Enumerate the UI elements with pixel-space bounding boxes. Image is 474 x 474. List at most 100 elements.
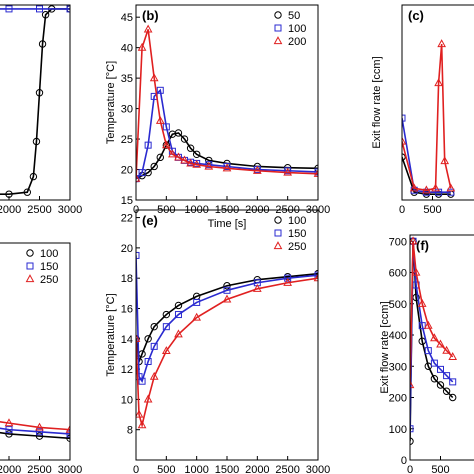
marker-triangle [313, 168, 318, 177]
marker-triangle [313, 273, 318, 282]
marker-triangle [409, 183, 419, 192]
marker-circle [186, 144, 195, 152]
axes-frame [135, 209, 319, 461]
marker-triangle [136, 409, 144, 418]
x-tick-label: 500 [423, 204, 441, 216]
marker-circle [5, 430, 13, 438]
marker-triangle [273, 241, 283, 250]
marker-triangle [168, 149, 177, 158]
legend-label: 250 [288, 241, 306, 253]
x-tick-label: 0 [407, 464, 413, 474]
marker-square [274, 229, 282, 237]
y-tick-label: 12 [121, 364, 133, 376]
marker-triangle [422, 185, 431, 194]
marker-circle [156, 153, 164, 162]
marker-square [174, 311, 182, 319]
y-tick-label: 700 [389, 236, 407, 248]
marker-triangle [143, 24, 153, 33]
y-tick-label: 0 [401, 455, 407, 467]
marker-triangle [161, 346, 171, 355]
x-tick-label: 1000 [184, 464, 208, 474]
panel: 0 500 0 100 200 300 400 500 600 700 Exit flow rate… [379, 234, 474, 474]
series-line [136, 255, 318, 384]
marker-triangle [192, 159, 202, 168]
panel-label: (f) [416, 238, 429, 253]
marker-triangle [222, 294, 232, 303]
marker-square [223, 286, 231, 294]
series-line [0, 427, 70, 435]
marker-circle [66, 434, 70, 442]
marker-triangle [35, 422, 44, 431]
legend-label: 150 [288, 228, 306, 240]
y-tick-label: 16 [121, 303, 133, 315]
marker-square [144, 358, 152, 366]
marker-circle [35, 432, 44, 440]
marker-triangle [174, 152, 183, 161]
series-line [136, 132, 318, 180]
marker-square [66, 5, 70, 13]
marker-square [418, 322, 426, 330]
marker-circle [41, 11, 50, 19]
marker-square [443, 372, 451, 380]
marker-square [5, 426, 13, 434]
marker-circle [410, 437, 414, 445]
y-axis-label: Exit flow rate [ccm] [371, 56, 383, 148]
y-tick-label: 100 [389, 424, 407, 436]
marker-circle [274, 216, 282, 224]
axes-frame [0, 4, 71, 201]
marker-circle [23, 188, 31, 196]
marker-triangle [411, 267, 421, 276]
plot-area [410, 236, 458, 445]
marker-triangle [402, 136, 407, 145]
x-tick-label: 0 [399, 204, 405, 216]
y-tick-label: 35 [121, 73, 133, 85]
marker-circle [174, 129, 183, 137]
marker-triangle [155, 115, 165, 124]
y-tick-label: 200 [389, 393, 407, 405]
axes-frame [409, 234, 474, 461]
series-line [136, 277, 318, 429]
marker-circle [223, 282, 231, 290]
marker-circle [38, 40, 47, 48]
marker-triangle [430, 333, 439, 342]
marker-square [138, 169, 146, 177]
x-tick-label: 2500 [27, 464, 51, 474]
marker-square [193, 298, 201, 306]
x-tick-label: 2500 [27, 204, 51, 216]
y-tick-label: 40 [121, 43, 133, 55]
y-axis-label: Temperature [°C] [105, 61, 117, 144]
marker-square [36, 428, 43, 436]
series-line [0, 8, 70, 195]
y-tick-label: 20 [121, 165, 133, 177]
y-tick-label: 30 [121, 104, 133, 116]
marker-triangle [65, 424, 70, 433]
marker-square [274, 24, 282, 32]
marker-triangle [149, 371, 159, 380]
x-tick-label: 1500 [215, 464, 239, 474]
panel: 0 500 Exit flow rate [ccm] (c) [371, 4, 474, 216]
y-tick-label: 45 [121, 12, 133, 24]
marker-square [156, 86, 164, 94]
y-tick-label: 300 [389, 361, 407, 373]
marker-circle [150, 322, 158, 331]
marker-square [5, 5, 13, 13]
marker-triangle [137, 42, 147, 51]
axes-frame [401, 4, 474, 201]
marker-triangle [273, 36, 283, 45]
y-tick-label: 400 [389, 330, 407, 342]
marker-triangle [4, 418, 14, 427]
marker-circle [35, 89, 44, 97]
x-tick-label: 3000 [306, 464, 330, 474]
marker-circle [5, 190, 13, 198]
marker-circle [26, 249, 34, 257]
y-tick-label: 25 [121, 134, 133, 146]
marker-circle [29, 172, 38, 181]
y-tick-label: 18 [121, 273, 133, 285]
marker-triangle [448, 352, 458, 360]
marker-circle [150, 162, 158, 171]
marker-triangle [442, 345, 451, 354]
marker-triangle [434, 78, 443, 87]
marker-triangle [136, 173, 141, 182]
marker-square [150, 342, 158, 350]
